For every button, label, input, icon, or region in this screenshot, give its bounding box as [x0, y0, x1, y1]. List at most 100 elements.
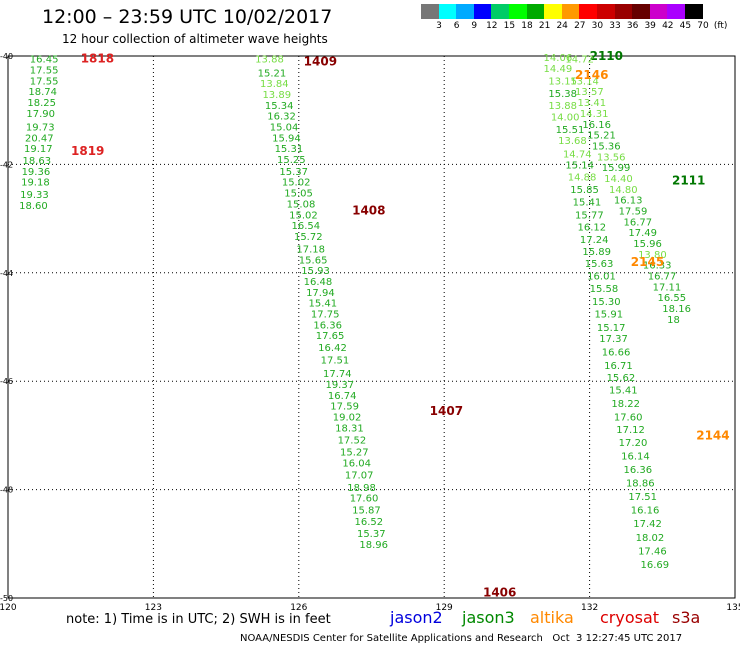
swh-value: 15.41	[308, 299, 337, 310]
color-scale-label: 18	[521, 21, 533, 31]
swh-value: 15.89	[582, 247, 611, 258]
swh-value: 15.14	[565, 160, 594, 171]
swh-value: 13.88	[548, 101, 577, 112]
swh-value: 15.99	[602, 163, 631, 174]
swh-value: 14.49	[544, 64, 573, 75]
swh-value: 15.25	[277, 155, 306, 166]
swh-value: 16.14	[621, 451, 650, 462]
swh-value: 17.51	[628, 492, 657, 503]
time-label: 1409	[304, 54, 337, 68]
swh-value: 15.94	[272, 133, 301, 144]
swh-value: 15.65	[299, 255, 328, 266]
swh-value: 16.16	[582, 120, 611, 131]
color-scale-label: 70	[697, 21, 709, 31]
legend-s3a: s3a	[672, 608, 701, 627]
color-scale-label: 21	[538, 21, 551, 31]
swh-value: 15.37	[357, 529, 386, 540]
x-tick-label: 135	[726, 603, 740, 610]
color-scale-label: 3	[436, 21, 442, 31]
swh-value: 17.74	[323, 369, 352, 380]
swh-value: 15.87	[352, 506, 381, 517]
time-label: 1406	[483, 586, 516, 600]
swh-value: 16.36	[313, 320, 342, 331]
color-scale-swatch	[456, 4, 474, 19]
swh-value: 15.21	[587, 131, 616, 142]
swh-value: 19.73	[26, 122, 55, 133]
color-scale-swatch	[421, 4, 439, 19]
swh-value: 17.75	[311, 309, 340, 320]
time-label: 1818	[81, 52, 114, 66]
swh-value: 19.36	[22, 167, 51, 178]
swh-value: 13.15	[548, 76, 577, 87]
swh-value: 17.20	[619, 438, 648, 449]
swh-value: 17.24	[580, 235, 609, 246]
swh-value: 16.74	[328, 391, 357, 402]
swh-value: 13.84	[260, 79, 289, 90]
swh-value: 16.66	[602, 347, 631, 358]
swh-value: 15.02	[289, 210, 318, 221]
swh-value: 13.57	[575, 87, 604, 98]
color-scale-swatch	[491, 4, 509, 19]
time-label: 2144	[696, 428, 729, 442]
swh-value: 15.17	[597, 323, 626, 334]
swh-value: 17.07	[345, 470, 374, 481]
swh-value: 16.32	[267, 112, 296, 123]
color-scale-swatch	[579, 4, 597, 19]
swh-value: 15.85	[570, 185, 599, 196]
swh-value: 17.65	[316, 331, 345, 342]
swh-value: 15.08	[287, 199, 316, 210]
swh-value: 18.22	[611, 399, 640, 410]
swh-value: 17.37	[599, 334, 628, 345]
swh-value: 19.17	[24, 144, 53, 155]
time-label: 1819	[71, 144, 104, 158]
color-scale-label: 15	[503, 21, 516, 31]
legend-altika: altika	[530, 608, 574, 627]
swh-value: 15.05	[284, 189, 313, 200]
legend-cryosat: cryosat	[600, 608, 660, 627]
color-scale-swatch	[544, 4, 562, 19]
swh-value: 13.89	[262, 90, 291, 101]
color-scale-label: 30	[591, 21, 604, 31]
color-scale-swatch	[632, 4, 650, 19]
swh-value: 15.30	[592, 297, 621, 308]
swh-value: 14.31	[580, 109, 609, 120]
time-label: 2145	[631, 255, 664, 269]
swh-value: 15.63	[585, 259, 614, 270]
swh-value: 17.49	[628, 228, 657, 239]
swh-value: 14.06	[544, 53, 573, 64]
footnote: note: 1) Time is in UTC; 2) SWH is in fe…	[66, 612, 331, 627]
swh-value: 15.21	[258, 68, 287, 79]
swh-value: 15.41	[609, 385, 638, 396]
x-tick-label: 120	[0, 603, 17, 610]
swh-value: 19.18	[21, 178, 50, 189]
legend-jason2: jason2	[390, 608, 443, 627]
swh-value: 16.01	[587, 272, 616, 283]
swh-value: 13.80	[638, 250, 667, 261]
color-scale-label: 36	[626, 21, 639, 31]
y-tick-label: -44	[0, 269, 13, 278]
swh-value: 18.16	[662, 304, 691, 315]
swh-value: 16.77	[624, 217, 653, 228]
swh-value: 17.55	[30, 66, 59, 77]
color-scale-label: 42	[662, 21, 674, 31]
swh-value: 18.98	[347, 483, 376, 494]
swh-value: 14.72	[565, 55, 594, 66]
color-scale-label: 45	[679, 21, 692, 31]
color-scale-swatch	[526, 4, 545, 19]
swh-value: 18.74	[28, 87, 57, 98]
color-scale-label: 33	[609, 21, 621, 31]
swh-value: 15.27	[340, 448, 369, 459]
swh-value: 14.80	[609, 185, 638, 196]
swh-value: 17.59	[619, 206, 648, 217]
swh-value: 17.55	[30, 76, 59, 87]
swh-value: 18.25	[27, 98, 56, 109]
swh-value: 15.58	[590, 284, 619, 295]
color-scale-label: 9	[471, 21, 478, 31]
swh-value: 16.04	[342, 459, 371, 470]
swh-value: 18.02	[636, 533, 665, 544]
swh-value: 14.74	[563, 150, 592, 161]
swh-value: 17.52	[338, 436, 367, 447]
color-scale-swatch	[438, 4, 457, 19]
x-tick-label: 123	[145, 603, 162, 610]
swh-value: 13.41	[577, 98, 606, 109]
